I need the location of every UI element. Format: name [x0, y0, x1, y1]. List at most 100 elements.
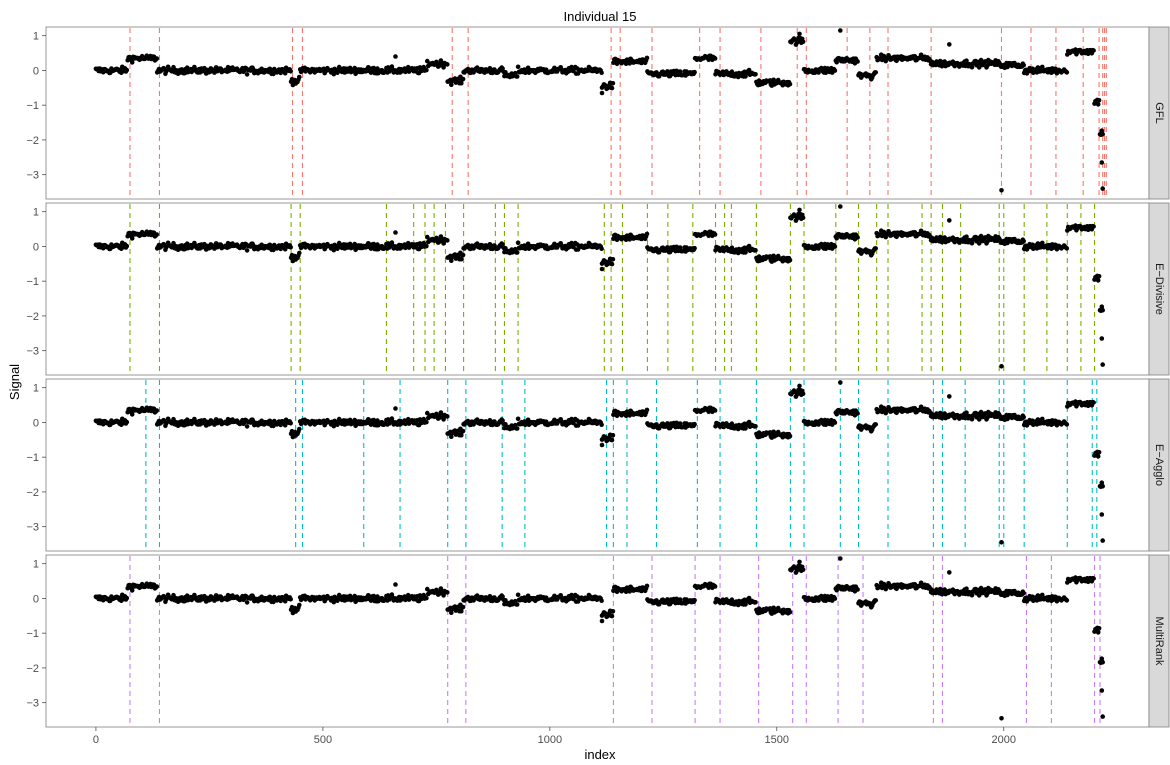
data-point [1040, 592, 1045, 598]
data-point [746, 595, 752, 601]
data-point [947, 394, 952, 399]
data-point [445, 414, 450, 419]
data-point [753, 72, 758, 77]
data-point [797, 207, 802, 213]
data-point [1100, 307, 1105, 313]
x-tick-label: 500 [314, 734, 332, 746]
facet-strip-label: E−Divisive [1153, 263, 1165, 315]
data-point [855, 59, 860, 64]
data-point [288, 597, 294, 602]
facet-strip [1148, 378, 1170, 552]
facet-panels: −3−2−101GFL−3−2−101E−Divisive−3−2−101E−A… [26, 26, 1170, 728]
data-point [424, 243, 429, 249]
data-point [937, 58, 943, 64]
data-point [599, 70, 604, 75]
data-point [1100, 362, 1105, 367]
data-point [1091, 48, 1096, 53]
data-point [1095, 102, 1101, 107]
data-point [1021, 238, 1026, 244]
data-point [838, 380, 843, 385]
data-point [729, 69, 735, 74]
data-point [1091, 400, 1096, 405]
data-point [1099, 656, 1105, 661]
data-point [1099, 304, 1105, 310]
panel-background [45, 554, 1150, 728]
data-point [692, 597, 697, 603]
data-point [677, 421, 683, 426]
data-point [644, 407, 650, 413]
data-point [1021, 414, 1026, 420]
data-point [644, 231, 650, 237]
data-point [1091, 224, 1096, 229]
data-point [445, 590, 450, 595]
data-point [297, 74, 302, 80]
panel-background [45, 202, 1150, 376]
data-point [129, 60, 135, 65]
data-point [459, 256, 464, 262]
data-point [244, 72, 250, 77]
data-point [767, 606, 773, 611]
data-point [800, 567, 806, 572]
data-point [610, 81, 616, 86]
data-point [599, 442, 605, 448]
data-point [129, 412, 135, 417]
data-point [937, 234, 943, 240]
data-point [449, 82, 454, 87]
facet-strip [1148, 554, 1170, 728]
data-point [838, 28, 843, 33]
data-point [873, 246, 878, 251]
chart-title: Individual 15 [564, 9, 637, 24]
data-point [800, 391, 806, 397]
data-point [460, 604, 466, 610]
data-point [154, 408, 160, 413]
data-point [999, 540, 1004, 545]
data-point [787, 81, 793, 87]
data-point [832, 244, 838, 249]
data-point [129, 236, 135, 241]
data-point [832, 420, 838, 425]
data-point [393, 582, 398, 587]
data-point [445, 238, 450, 243]
data-point [834, 235, 839, 241]
y-tick-label: 0 [33, 65, 39, 77]
data-point [787, 257, 793, 263]
data-point [800, 215, 806, 220]
data-point [1100, 186, 1105, 191]
data-point [352, 593, 358, 599]
data-point [855, 411, 860, 416]
data-point [599, 618, 605, 624]
data-point [999, 364, 1004, 369]
data-point [800, 39, 806, 44]
y-tick-label: 0 [33, 417, 39, 429]
data-point [393, 230, 398, 235]
data-point [1040, 240, 1045, 246]
data-point [425, 410, 430, 416]
data-point [514, 74, 520, 79]
data-point [459, 80, 464, 86]
data-point [1095, 454, 1101, 459]
facet-strip-label: MultiRank [1153, 617, 1165, 666]
panel-background [45, 26, 1150, 200]
x-axis: 0 500 1000 1500 2000 [93, 727, 1016, 746]
data-point [599, 90, 605, 96]
data-point [1099, 336, 1105, 341]
x-tick-label: 1500 [765, 734, 789, 746]
y-tick-label: 1 [33, 559, 39, 571]
data-point [424, 419, 429, 425]
data-point [873, 598, 878, 603]
data-point [610, 433, 616, 438]
data-point [746, 419, 752, 425]
data-point [609, 261, 615, 267]
data-point [969, 416, 975, 422]
data-point [124, 67, 130, 73]
y-tick-label: 0 [33, 241, 39, 253]
data-point [1100, 714, 1105, 719]
data-point [1096, 450, 1102, 455]
data-point [425, 586, 430, 592]
data-point [838, 204, 843, 209]
y-tick-label: −1 [26, 100, 39, 112]
data-point [947, 42, 952, 47]
data-point [297, 602, 302, 608]
